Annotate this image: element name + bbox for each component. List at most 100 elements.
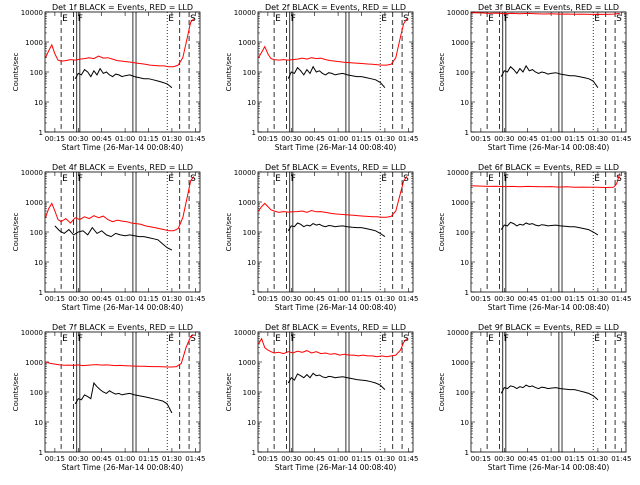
y-axis-label: Counts/sec — [12, 213, 20, 252]
panel-title: Det 9f BLACK = Events, RED = LLD — [478, 323, 619, 332]
x-tick-label: 01:15 — [138, 295, 158, 303]
x-tick-label: 00:15 — [258, 295, 278, 303]
detector-panel: Det 9f BLACK = Events, RED = LLD 1 10 100 10… — [438, 323, 631, 472]
x-tick-label: 00:30 — [68, 455, 88, 463]
y-tick-label: 10000 — [234, 169, 256, 177]
event-marker-label: E — [488, 174, 494, 184]
event-marker-label: E — [381, 334, 387, 344]
y-axis-label: Counts/sec — [225, 213, 233, 252]
event-marker-label: F — [78, 174, 83, 184]
panel-title: Det 4f BLACK = Events, RED = LLD — [52, 163, 193, 172]
plot-frame — [257, 11, 414, 133]
y-tick-label: 1 — [252, 449, 256, 457]
y-tick-label: 10000 — [447, 169, 469, 177]
event-marker-label: E — [594, 334, 600, 344]
x-tick-label: 01:00 — [328, 135, 348, 143]
x-tick-label: 01:30 — [162, 135, 182, 143]
x-tick-label: 01:00 — [328, 455, 348, 463]
detector-panel: Det 3f BLACK = Events, RED = LLD 1 10 100 10… — [438, 3, 631, 152]
event-marker-label: E — [62, 174, 68, 184]
x-tick-label: 01:15 — [351, 135, 371, 143]
event-marker-label: F — [78, 14, 83, 24]
lld-series-line — [471, 12, 620, 15]
events-series-line — [287, 65, 386, 89]
x-tick-label: 01:00 — [541, 135, 561, 143]
lld-series-line — [258, 176, 408, 218]
events-series-line — [74, 381, 173, 414]
x-tick-label: 01:30 — [375, 295, 395, 303]
x-axis-label: Start Time (26-Mar-14 00:08:40) — [275, 303, 397, 312]
plot-frame — [470, 331, 627, 453]
y-tick-label: 100 — [30, 229, 43, 237]
x-tick-label: 00:30 — [494, 295, 514, 303]
event-marker-label: F — [504, 174, 509, 184]
panel-title: Det 1f BLACK = Events, RED = LLD — [52, 3, 193, 12]
y-tick-label: 1 — [39, 289, 43, 297]
x-tick-label: 01:00 — [541, 455, 561, 463]
plot-frame — [470, 171, 627, 293]
x-tick-label: 01:45 — [611, 455, 631, 463]
y-tick-label: 100 — [243, 69, 256, 77]
x-tick-label: 00:45 — [305, 135, 325, 143]
events-series-line — [74, 67, 173, 89]
x-tick-label: 01:15 — [564, 135, 584, 143]
x-tick-label: 00:45 — [92, 295, 112, 303]
y-tick-label: 1000 — [238, 199, 256, 207]
y-tick-label: 10000 — [447, 329, 469, 337]
y-tick-label: 100 — [30, 69, 43, 77]
detector-panel: Det 2f BLACK = Events, RED = LLD 1 10 100 10… — [225, 3, 418, 152]
y-tick-label: 1000 — [238, 39, 256, 47]
x-tick-label: 01:30 — [375, 455, 395, 463]
y-tick-label: 1 — [252, 289, 256, 297]
detector-panel: Det 5f BLACK = Events, RED = LLD 1 10 100 10… — [225, 163, 418, 312]
y-tick-label: 10000 — [447, 9, 469, 17]
x-tick-label: 00:15 — [471, 455, 491, 463]
y-tick-label: 1 — [465, 129, 469, 137]
x-tick-label: 01:15 — [564, 455, 584, 463]
y-tick-label: 1 — [39, 129, 43, 137]
detector-panel: Det 4f BLACK = Events, RED = LLD 1 10 100 10… — [12, 163, 205, 312]
plot-frame — [44, 11, 201, 133]
y-axis-label: Counts/sec — [12, 53, 20, 92]
x-tick-label: 00:15 — [471, 135, 491, 143]
y-tick-label: 10 — [34, 419, 43, 427]
event-marker-label: E — [381, 14, 387, 24]
x-tick-label: 01:45 — [611, 295, 631, 303]
event-marker-label: E — [381, 174, 387, 184]
y-tick-label: 1000 — [25, 199, 43, 207]
y-tick-label: 100 — [30, 389, 43, 397]
event-marker-label: S — [190, 174, 196, 184]
x-tick-label: 00:45 — [518, 295, 538, 303]
x-axis-label: Start Time (26-Mar-14 00:08:40) — [62, 303, 184, 312]
event-marker-label: S — [190, 334, 196, 344]
event-marker-label: E — [168, 334, 174, 344]
event-marker-label: S — [616, 14, 622, 24]
y-tick-label: 10 — [34, 259, 43, 267]
y-tick-label: 10 — [247, 99, 256, 107]
y-tick-label: 10000 — [234, 9, 256, 17]
x-tick-label: 01:00 — [115, 295, 135, 303]
y-tick-label: 10 — [460, 259, 469, 267]
event-marker-label: F — [504, 334, 509, 344]
events-series-line — [500, 64, 599, 88]
y-tick-label: 10 — [247, 259, 256, 267]
x-tick-label: 01:30 — [375, 135, 395, 143]
x-axis-label: Start Time (26-Mar-14 00:08:40) — [275, 463, 397, 472]
x-tick-label: 00:30 — [281, 455, 301, 463]
event-marker-label: E — [488, 334, 494, 344]
lld-series-line — [45, 334, 195, 368]
y-tick-label: 1000 — [451, 359, 469, 367]
y-tick-label: 1 — [465, 449, 469, 457]
x-tick-label: 01:15 — [564, 295, 584, 303]
y-tick-label: 1 — [465, 289, 469, 297]
x-tick-label: 00:45 — [518, 135, 538, 143]
y-tick-label: 10 — [247, 419, 256, 427]
y-tick-label: 1000 — [25, 359, 43, 367]
event-marker-label: S — [616, 334, 622, 344]
x-tick-label: 00:15 — [45, 295, 65, 303]
y-tick-label: 1000 — [238, 359, 256, 367]
event-marker-label: E — [275, 14, 281, 24]
x-tick-label: 00:30 — [68, 295, 88, 303]
events-series-line — [500, 384, 599, 401]
